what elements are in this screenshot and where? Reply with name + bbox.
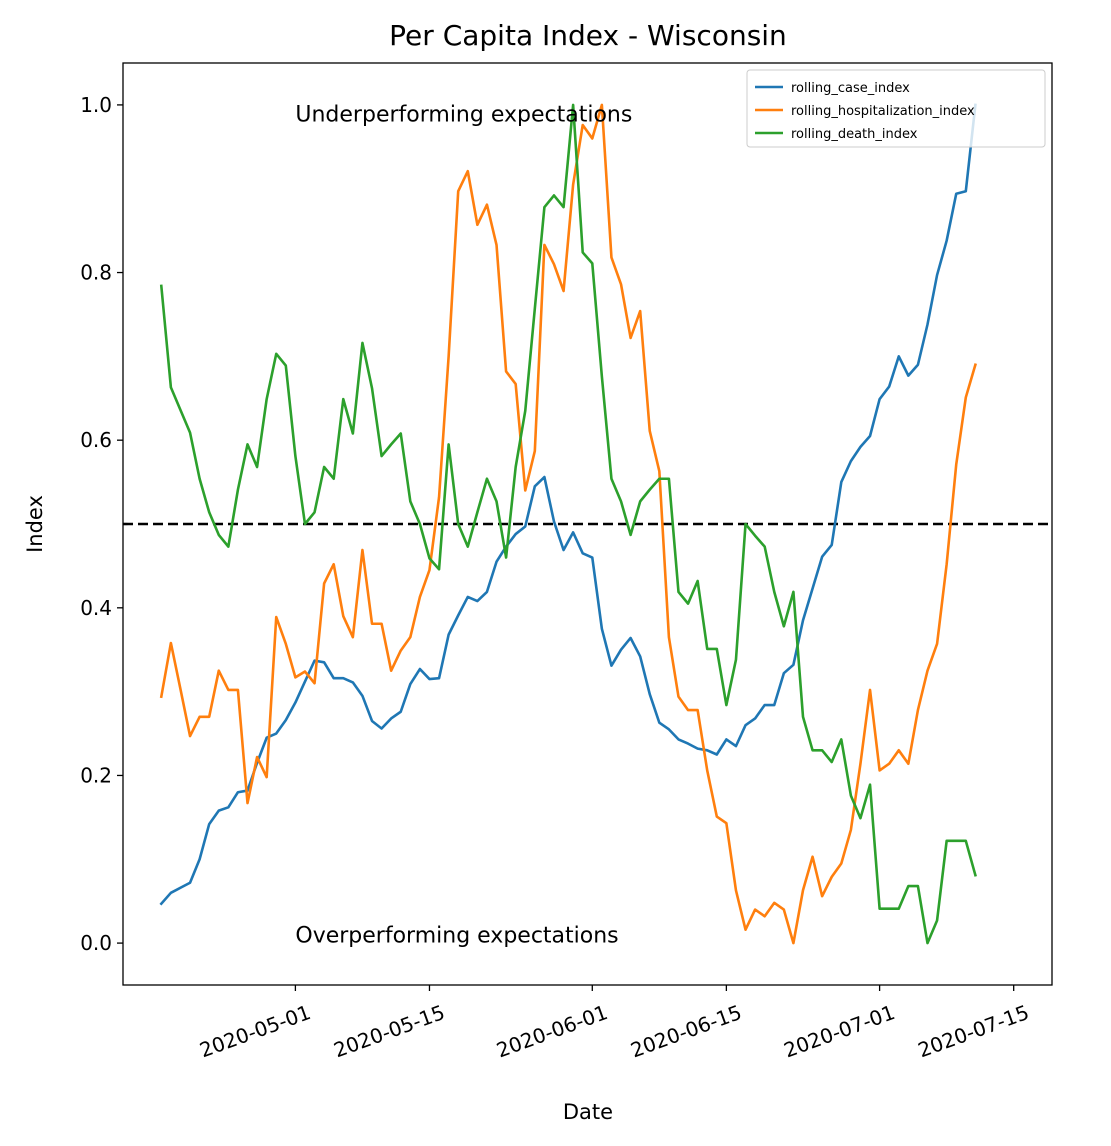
y-tick-label: 0.2 [80, 763, 112, 787]
y-axis: 0.0 0.2 0.4 0.6 0.8 1.0 [80, 93, 123, 955]
x-axis-label: Date [563, 1100, 613, 1124]
annotation-text: Overperforming expectations [295, 924, 618, 949]
series-line-rolling_death_index [159, 103, 977, 945]
series-line-rolling_case_index [159, 103, 977, 906]
legend-label: rolling_hospitalization_index [791, 104, 975, 119]
y-tick-label: 0.4 [80, 596, 112, 620]
legend-label: rolling_case_index [791, 81, 910, 96]
y-axis-label: Index [23, 495, 47, 553]
legend-box [746, 69, 1046, 148]
y-tick-label: 0.8 [80, 261, 112, 285]
annotations: Underperforming expectations Overperformi… [295, 102, 632, 948]
legend: rolling_case_index rolling_hospitalizatio… [746, 69, 1046, 148]
legend-label: rolling_death_index [791, 127, 918, 142]
plot-frame [122, 62, 1053, 986]
y-tick-label: 0.6 [80, 428, 112, 452]
chart-title: Per Capita Index - Wisconsin [389, 19, 787, 52]
y-tick-label: 1.0 [80, 93, 112, 117]
y-tick-label: 0.0 [80, 931, 112, 955]
series-line-rolling_hospitalization_index [159, 103, 977, 945]
annotation-text: Underperforming expectations [295, 102, 632, 127]
plot-area [123, 103, 1052, 945]
